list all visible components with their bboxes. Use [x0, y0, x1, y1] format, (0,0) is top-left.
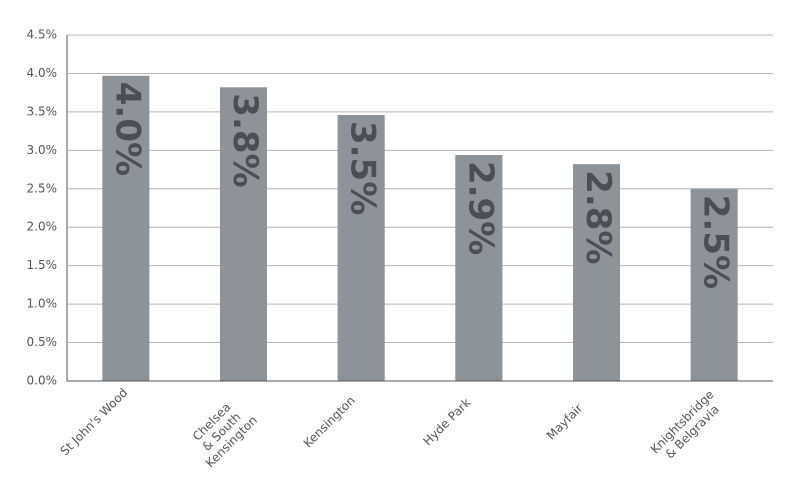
bar — [219, 87, 268, 381]
bar — [337, 114, 385, 381]
y-tick-label: 0.0% — [27, 374, 58, 388]
y-tick-label: 2.0% — [27, 220, 58, 234]
x-tick-label-line: St John's Wood — [57, 385, 130, 458]
x-tick-label: St John's Wood — [57, 385, 130, 458]
x-tick-label: Kensington — [300, 393, 357, 450]
y-tick-label: 3.0% — [27, 143, 58, 157]
y-tick-label: 2.5% — [27, 181, 58, 195]
bar — [102, 75, 150, 382]
y-tick-label: 1.0% — [27, 297, 58, 311]
y-tick-label: 1.5% — [27, 258, 58, 272]
value-label: 2.5% — [696, 195, 736, 289]
value-label: 2.9% — [460, 161, 500, 255]
x-tick-label-line: Hyde Park — [420, 395, 473, 448]
x-tick-label: Mayfair — [544, 401, 586, 443]
y-tick-label: 0.5% — [27, 335, 58, 349]
value-label: 3.5% — [343, 121, 383, 215]
y-tick-label: 4.5% — [27, 28, 58, 42]
x-tick-label: Hyde Park — [420, 395, 473, 448]
value-label: 4.0% — [107, 82, 147, 176]
value-label: 3.8% — [225, 93, 265, 187]
bar — [690, 188, 738, 381]
bar — [455, 154, 503, 381]
value-label: 2.8% — [578, 170, 618, 264]
y-tick-label: 3.5% — [27, 104, 58, 118]
x-tick-label-line: Kensington — [300, 393, 357, 450]
x-tick-label: Knightsbridge& Belgravia — [647, 387, 726, 466]
bar — [572, 164, 621, 381]
x-tick-label: Chelsea& SouthKensington — [183, 393, 260, 470]
y-tick-label: 4.0% — [27, 66, 58, 80]
x-tick-label-line: Mayfair — [544, 401, 586, 443]
